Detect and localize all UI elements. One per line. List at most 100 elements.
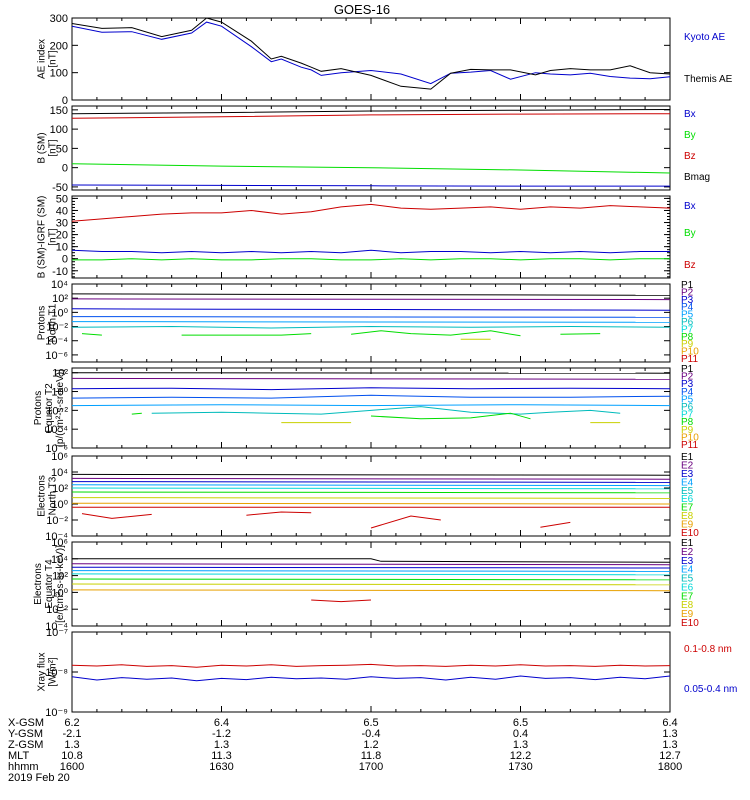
- series-0.05-0.4 nm: [72, 675, 670, 682]
- series-Bz: [72, 113, 670, 119]
- legend-Themis AE: Themis AE: [684, 74, 733, 85]
- y-axis-label: [nT]: [48, 50, 59, 67]
- y-tick-label: 10⁶: [51, 451, 68, 463]
- legend-P2: P2: [681, 372, 694, 383]
- series-P8: [370, 412, 531, 420]
- y-axis-label: [p/(cm²-s-sr-keV)]: [55, 369, 66, 447]
- orbit-value: -1.2: [212, 728, 231, 740]
- orbit-value: 11.3: [211, 750, 232, 762]
- legend-P6: P6: [681, 402, 694, 413]
- y-axis-label: Electrons: [37, 475, 48, 517]
- panel-1: -50 0 50 100 150 B (SM) [nT] Bx By Bz Bmag: [37, 105, 711, 194]
- legend-Bz: Bz: [684, 151, 696, 162]
- legend-P8: P8: [681, 417, 694, 428]
- orbit-value: 12.7: [659, 750, 680, 762]
- y-tick-label: 10⁶: [51, 537, 68, 549]
- y-tick-label: 10⁻⁴: [45, 336, 68, 348]
- legend-P9: P9: [681, 425, 694, 436]
- orbit-table: X-GSM 6.2 6.4 6.5 6.5 6.4 Y-GSM -2.1 -1.2 -0.4 0.4…: [8, 717, 682, 784]
- orbit-row-label: hhmm: [8, 761, 39, 773]
- series-E10: [246, 511, 312, 516]
- series-P5: [72, 321, 670, 323]
- series-P8: [81, 333, 102, 336]
- orbit-row-label: Z-GSM: [8, 739, 43, 751]
- y-tick-label: 100: [50, 68, 68, 80]
- panel-frame: [71, 105, 671, 191]
- legend-long-band: 0.1-0.8 nm: [684, 644, 732, 655]
- legend-P10: P10: [681, 347, 699, 358]
- legend-Bx: Bx: [684, 109, 696, 120]
- series-E4: [72, 570, 670, 572]
- legend-P4: P4: [681, 387, 694, 398]
- series-P3: [72, 308, 670, 311]
- y-axis-label: B (SM)-IGRF (SM): [37, 196, 48, 279]
- y-tick-label: 40: [56, 205, 68, 217]
- legend-short-band: 0.05-0.4 nm: [684, 684, 737, 695]
- panel-frame: [71, 283, 671, 363]
- y-tick-label: 10⁻⁴: [45, 531, 68, 543]
- series-P6: [151, 406, 621, 415]
- y-tick-label: 150: [50, 105, 68, 117]
- y-tick-label: 10⁰: [51, 587, 68, 599]
- series-E8: [72, 589, 670, 592]
- legend-E6: E6: [681, 582, 694, 593]
- legend-E1: E1: [681, 538, 694, 549]
- legend-P7: P7: [681, 410, 694, 421]
- series-By: [72, 258, 670, 261]
- legend-E2: E2: [681, 547, 694, 558]
- legend-E1: E1: [681, 452, 694, 463]
- series-P2: [72, 377, 670, 380]
- y-tick-label: 10⁻²: [46, 515, 68, 527]
- series-E1: [72, 558, 670, 563]
- y-tick-label: 10⁻⁴: [45, 621, 68, 633]
- orbit-value: 6.5: [363, 717, 378, 729]
- legend-P9: P9: [681, 339, 694, 350]
- panel-6: 10⁻⁴ 10⁻² 10⁰ 10² 10⁴ 10⁶ Electrons Equator T4[…: [33, 537, 699, 633]
- panel-frame: [71, 455, 671, 537]
- y-tick-label: 10⁻⁷: [46, 627, 68, 639]
- legend-P3: P3: [681, 295, 694, 306]
- legend-Bx: Bx: [684, 201, 696, 212]
- legend-P1: P1: [681, 364, 694, 375]
- y-tick-label: 10⁻⁶: [45, 350, 68, 362]
- orbit-value: 6.4: [662, 717, 677, 729]
- series-P8: [181, 333, 312, 336]
- series-Bx: [72, 249, 670, 254]
- legend-P4: P4: [681, 302, 694, 313]
- orbit-value: 1.3: [662, 728, 677, 740]
- panel-frame: [71, 17, 671, 101]
- legend-By: By: [684, 130, 696, 141]
- y-tick-label: -50: [52, 182, 68, 194]
- legend-By: By: [684, 228, 696, 239]
- orbit-value: 1.3: [513, 739, 528, 751]
- series-E5: [72, 573, 670, 576]
- orbit-value: 10.8: [61, 750, 82, 762]
- series-E6: [72, 578, 670, 581]
- y-axis-label: Xray flux: [37, 653, 48, 692]
- legend-E10: E10: [681, 528, 699, 539]
- y-axis-label: [nT]: [48, 139, 59, 156]
- legend-E5: E5: [681, 486, 694, 497]
- series-Bz: [72, 203, 670, 222]
- panel-frame: [71, 367, 671, 449]
- series-E10: [311, 599, 372, 603]
- y-tick-label: 10⁴: [51, 554, 68, 566]
- y-tick-label: 300: [50, 13, 68, 25]
- panel-7: 10⁻⁹ 10⁻⁸ 10⁻⁷ Xray flux [W/m²] 0.1-0.8 nm 0.0…: [37, 627, 738, 719]
- legend-E7: E7: [681, 503, 694, 514]
- series-E5: [72, 487, 670, 490]
- orbit-value: -0.4: [362, 728, 381, 740]
- series-E6: [72, 491, 670, 494]
- legend-P10: P10: [681, 432, 699, 443]
- orbit-value: 6.4: [214, 717, 229, 729]
- legend-E9: E9: [681, 609, 694, 620]
- y-tick-label: 20: [56, 230, 68, 242]
- orbit-value: -2.1: [63, 728, 82, 740]
- panel-4: 10⁻⁶ 10⁻⁴ 10⁻² 10⁰ 10² Protons Equator T2 [p/(c…: [33, 364, 699, 455]
- series-P8: [560, 333, 601, 335]
- legend-P3: P3: [681, 379, 694, 390]
- series-E3: [72, 481, 670, 483]
- orbit-value: 11.8: [361, 750, 382, 762]
- series-P8: [131, 412, 142, 415]
